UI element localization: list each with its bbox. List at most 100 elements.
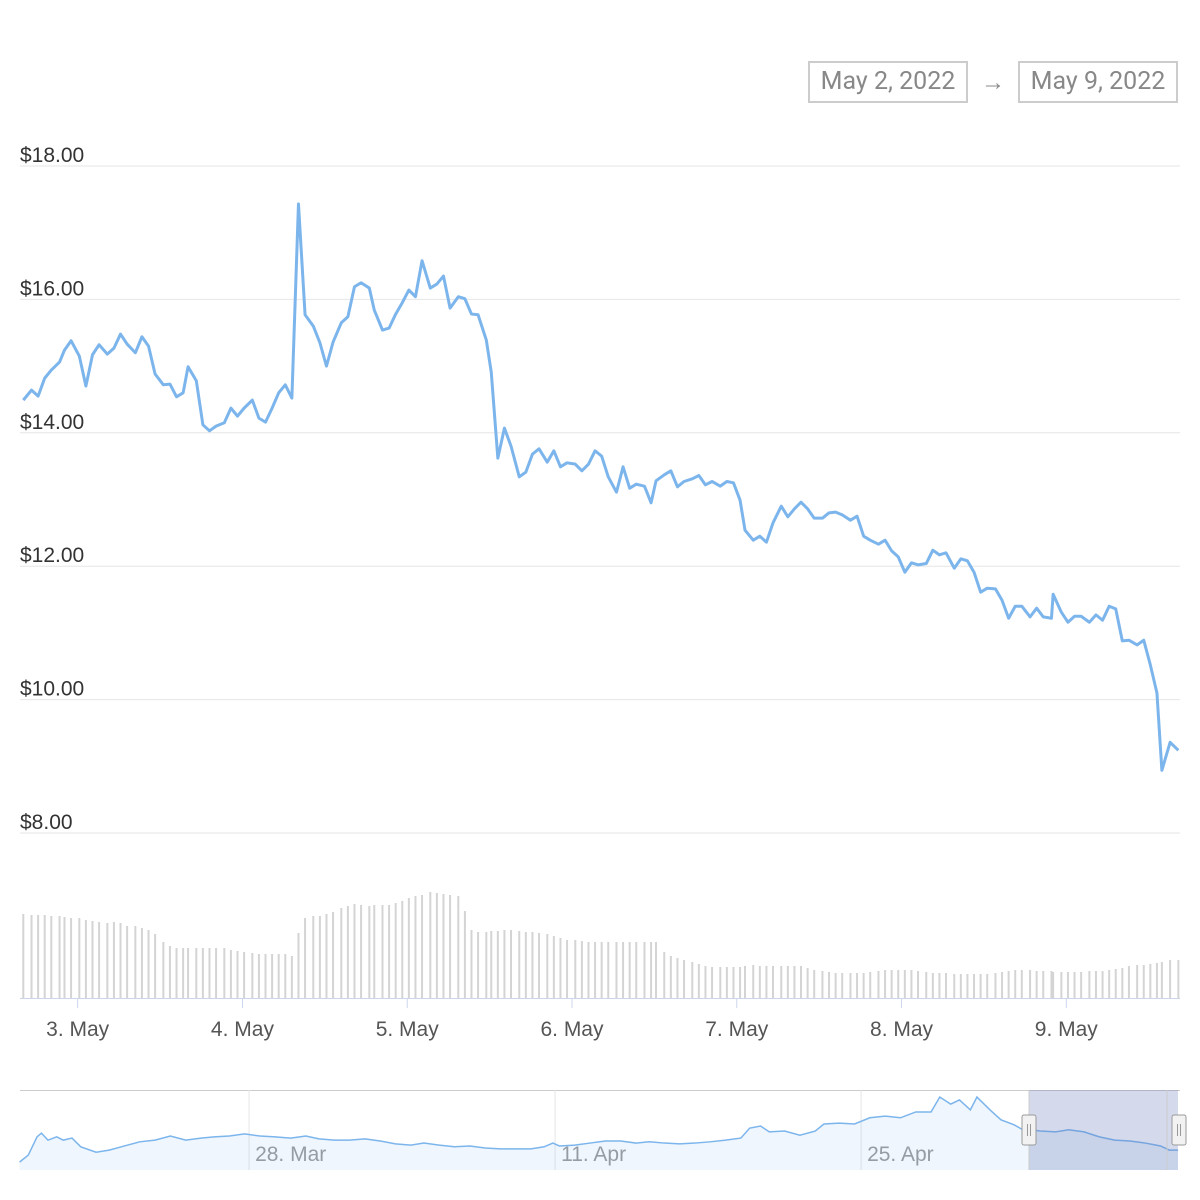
- volume-bar: [58, 916, 61, 998]
- y-tick-label: $14.00: [20, 411, 84, 434]
- volume-bar: [421, 895, 424, 998]
- volume-bar: [63, 917, 66, 998]
- volume-bar: [917, 971, 920, 998]
- volume-bar: [271, 954, 274, 998]
- volume-bar: [470, 930, 473, 998]
- volume-bar: [1042, 971, 1045, 998]
- navigator-area: [19, 1097, 1179, 1170]
- volume-bar: [304, 918, 307, 998]
- volume-bar: [277, 954, 280, 998]
- navigator: 28. Mar 11. Apr 25. Apr: [19, 1090, 1187, 1170]
- volume-bar: [925, 972, 928, 998]
- volume-bar: [1121, 968, 1124, 998]
- navigator-handle[interactable]: [1171, 1114, 1187, 1146]
- volume-bar: [119, 923, 122, 998]
- volume-bar: [1029, 970, 1032, 998]
- volume-bar: [340, 908, 343, 998]
- volume-bar: [903, 970, 906, 998]
- volume-bar: [711, 967, 714, 998]
- x-tick-label: 6. May: [540, 1018, 604, 1041]
- volume-bar: [1142, 965, 1145, 998]
- volume-bar: [973, 974, 976, 998]
- navigator-line: [19, 1095, 1179, 1163]
- volume-bar: [394, 903, 397, 998]
- volume-bar: [78, 918, 81, 998]
- volume-bar: [676, 958, 679, 998]
- volume-bar: [1007, 971, 1010, 998]
- volume-bar: [1066, 972, 1069, 998]
- volume-bar: [849, 973, 852, 998]
- x-tick-label: 28. Mar: [255, 1143, 326, 1166]
- volume-bar: [856, 973, 859, 998]
- volume-bar: [1001, 972, 1004, 998]
- volume-bar: [966, 974, 969, 998]
- price-line: [22, 202, 1180, 772]
- date-from-input[interactable]: May 2, 2022: [808, 61, 968, 103]
- volume-bar: [195, 948, 198, 998]
- volume-bar: [580, 941, 583, 998]
- volume-bar: [442, 894, 445, 998]
- y-tick-label: $12.00: [20, 544, 84, 567]
- volume-bar: [332, 912, 335, 998]
- volume-bar: [739, 967, 742, 998]
- volume-bar: [834, 973, 837, 998]
- volume-bar: [490, 931, 493, 998]
- volume-bar: [1014, 970, 1017, 998]
- x-tick-label: 7. May: [705, 1018, 769, 1041]
- y-tick-label: $16.00: [20, 277, 84, 300]
- volume-bar: [243, 952, 246, 998]
- volume-bar: [806, 968, 809, 998]
- volume-bar: [538, 933, 541, 998]
- volume-bar: [1127, 966, 1130, 998]
- date-to-input[interactable]: May 9, 2022: [1018, 61, 1178, 103]
- volume-bar: [1136, 965, 1139, 998]
- volume-bar: [208, 948, 211, 998]
- volume-bar: [360, 905, 363, 998]
- volume-bar: [786, 966, 789, 998]
- range-arrow: →: [981, 68, 1005, 96]
- volume-bar: [869, 972, 872, 998]
- y-tick-label: $10.00: [20, 678, 84, 701]
- volume-bar: [945, 973, 948, 998]
- volume-bar: [496, 931, 499, 998]
- y-tick-label: $18.00: [20, 144, 84, 167]
- volume-bar: [43, 915, 46, 998]
- volume-bar: [1073, 972, 1076, 998]
- x-tick-label: 5. May: [376, 1018, 440, 1041]
- volume-bar: [229, 950, 232, 998]
- volume-bar: [772, 966, 775, 998]
- volume-bar: [236, 951, 239, 998]
- volume-bar: [574, 940, 577, 998]
- volume-bar: [518, 931, 521, 998]
- volume-bar: [435, 893, 438, 998]
- volume-bar: [628, 942, 631, 998]
- volume-bar: [318, 916, 321, 998]
- volume-bar: [223, 948, 226, 998]
- volume-bar: [862, 973, 865, 998]
- volume-bar: [1050, 971, 1053, 998]
- volume-bar: [84, 920, 87, 998]
- volume-bar: [70, 918, 73, 998]
- volume-bar: [284, 954, 287, 998]
- x-tick-label: 3. May: [46, 1018, 110, 1041]
- volume-bar: [449, 895, 452, 998]
- volume-bar: [884, 970, 887, 998]
- x-tick-label: 25. Apr: [867, 1143, 934, 1166]
- volume-bar: [1177, 960, 1180, 998]
- volume-bar: [353, 904, 356, 998]
- volume-bar: [325, 914, 328, 998]
- volume-bar: [50, 916, 53, 998]
- volume-bar: [600, 942, 603, 998]
- volume-bar: [388, 905, 391, 998]
- volume-bar: [813, 970, 816, 998]
- volume-bar: [841, 973, 844, 998]
- volume-bar: [98, 922, 101, 998]
- volume-bar: [346, 906, 349, 998]
- volume-bar: [414, 896, 417, 998]
- volume-bar: [485, 932, 488, 998]
- volume-bar: [168, 946, 171, 998]
- navigator-handle[interactable]: [1021, 1114, 1037, 1146]
- volume-bar: [744, 966, 746, 998]
- volume-bar: [134, 926, 137, 998]
- volume-bar: [994, 973, 997, 998]
